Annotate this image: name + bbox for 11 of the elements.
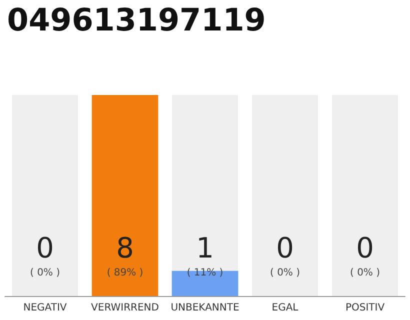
x-tick-label: NEGATIV	[23, 302, 67, 314]
data-label: 0 ( 0% )	[30, 232, 60, 278]
data-label: 0 ( 0% )	[270, 232, 300, 278]
x-tick-label: POSITIV	[345, 302, 385, 314]
x-tick-label: VERWIRREND	[91, 302, 160, 314]
chart-title: 049613197119	[7, 2, 266, 38]
data-label: 1 ( 11% )	[186, 232, 224, 278]
x-tick-label: EGAL	[272, 302, 299, 314]
data-label: 8 ( 89% )	[106, 232, 144, 278]
x-tick-label: UNBEKANNTE	[170, 302, 240, 314]
data-label: 0 ( 0% )	[350, 232, 380, 278]
